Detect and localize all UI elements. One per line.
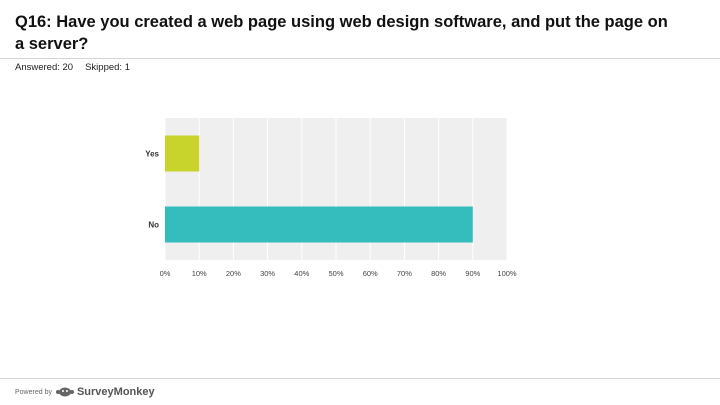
footer: Powered by SurveyMonkey	[15, 385, 155, 399]
header-divider	[0, 58, 720, 59]
x-tick-label: 90%	[465, 269, 480, 278]
x-tick-label: 60%	[363, 269, 378, 278]
surveymonkey-logo-icon	[55, 387, 74, 397]
powered-by-text: Powered by	[15, 388, 52, 396]
x-tick-label: 40%	[294, 269, 309, 278]
response-stats: Answered: 20 Skipped: 1	[15, 62, 130, 73]
bar-yes	[165, 135, 200, 172]
bar-no	[165, 206, 473, 243]
footer-divider	[0, 378, 720, 379]
x-tick-label: 50%	[328, 269, 343, 278]
x-tick-label: 20%	[226, 269, 241, 278]
category-label: No	[148, 221, 159, 230]
question-title: Q16: Have you created a web page using w…	[15, 13, 668, 53]
skipped-count: Skipped: 1	[85, 62, 130, 73]
x-tick-label: 70%	[397, 269, 412, 278]
x-tick-label: 30%	[260, 269, 275, 278]
category-label: Yes	[145, 150, 159, 159]
x-tick-label: 10%	[192, 269, 207, 278]
x-tick-label: 0%	[160, 269, 171, 278]
answered-count: Answered: 20	[15, 62, 74, 73]
surveymonkey-brand: SurveyMonkey	[76, 386, 155, 398]
x-tick-label: 100%	[497, 269, 517, 278]
x-tick-label: 80%	[431, 269, 446, 278]
